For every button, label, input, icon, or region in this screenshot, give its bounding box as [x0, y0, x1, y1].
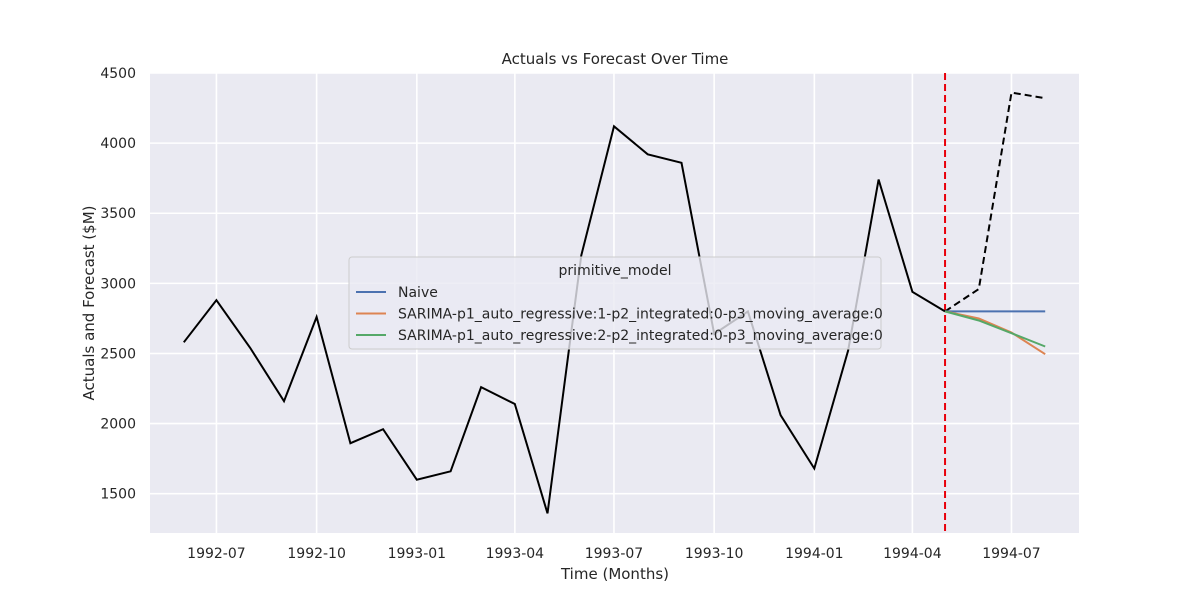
x-tick-label: 1992-07	[187, 546, 246, 562]
series-line-3	[944, 310, 1046, 348]
y-tick-label: 4500	[100, 66, 136, 82]
legend-frame	[348, 256, 882, 350]
y-tick-label: 3000	[100, 276, 136, 292]
series-layer	[183, 73, 1046, 533]
x-tick-label: 1993-04	[486, 546, 545, 562]
legend: primitive_model Naive SARIMA-p1_auto_regr…	[348, 256, 883, 350]
x-tick-label: 1993-10	[685, 546, 744, 562]
x-tick-label: 1993-07	[585, 546, 644, 562]
series-line-2	[944, 310, 1046, 356]
legend-items: Naive SARIMA-p1_auto_regressive:1-p2_inte…	[356, 285, 883, 344]
x-tick-label: 1994-04	[883, 546, 942, 562]
y-tick-label: 2000	[100, 417, 136, 433]
x-tick-label: 1994-07	[982, 546, 1041, 562]
legend-label: SARIMA-p1_auto_regressive:1-p2_integrate…	[398, 307, 883, 323]
legend-title: primitive_model	[559, 263, 672, 279]
y-tick-label: 1500	[100, 487, 136, 503]
x-tick-label: 1992-10	[287, 546, 346, 562]
x-axis-label: Time (Months)	[560, 565, 669, 583]
chart-title: Actuals vs Forecast Over Time	[502, 50, 729, 68]
legend-label: Naive	[398, 285, 438, 301]
y-tick-label: 3500	[100, 206, 136, 222]
x-tick-label: 1994-01	[785, 546, 844, 562]
actuals-line	[183, 124, 946, 514]
tick-labels: 1992-07 1992-10 1993-01 1993-04 1993-07 1993-…	[100, 66, 1040, 562]
y-axis-label: Actuals and Forecast ($M)	[80, 206, 98, 401]
legend-label: SARIMA-p1_auto_regressive:2-p2_integrate…	[398, 328, 883, 344]
holdout-actuals-line	[944, 91, 1046, 313]
y-tick-label: 4000	[100, 136, 136, 152]
x-tick-label: 1993-01	[388, 546, 447, 562]
y-tick-label: 2500	[100, 346, 136, 362]
